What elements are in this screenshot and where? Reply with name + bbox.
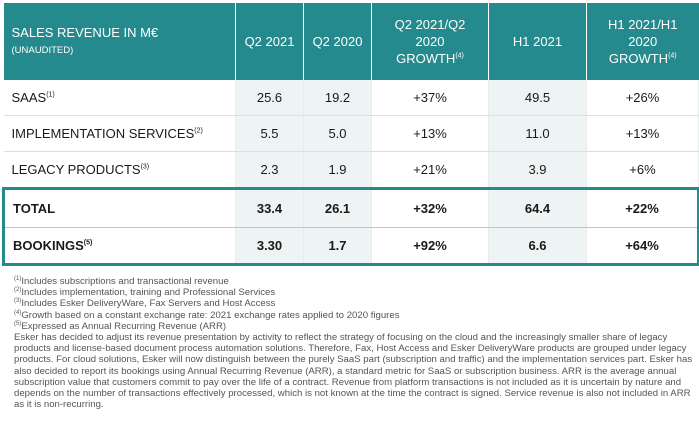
row-label-cell: BOOKINGS(5) <box>2 227 236 266</box>
row-label-cell: IMPLEMENTATION SERVICES(2) <box>3 115 236 152</box>
cell-h1-growth: +64% <box>586 227 699 266</box>
row-note: (3) <box>140 163 150 171</box>
col-header-h1-growth-line3: GROWTH <box>608 51 669 66</box>
cell-q2-2020: 1.9 <box>303 151 372 189</box>
cell-h1-2021: 64.4 <box>488 187 587 228</box>
footnote-mark: (4) <box>14 309 22 316</box>
cell-q2-2020: 5.0 <box>303 115 372 152</box>
cell-h1-growth: +13% <box>586 115 699 152</box>
footnote: (5)Expressed as Annual Recurring Revenue… <box>14 321 694 332</box>
cell-q2-2021: 2.3 <box>235 151 304 189</box>
row-label: SAAS <box>11 90 47 105</box>
table-title: SALES REVENUE IN M€ <box>11 25 159 40</box>
footnote: (4)Growth based on a constant exchange r… <box>14 309 694 321</box>
col-header-q2-growth-line3: GROWTH <box>396 51 456 66</box>
cell-q2-2021: 3.30 <box>235 227 304 266</box>
cell-h1-2021: 3.9 <box>488 151 587 189</box>
cell-q2-growth: +21% <box>371 151 489 189</box>
row-label-cell: LEGACY PRODUCTS(3) <box>3 151 236 189</box>
cell-q2-2021: 33.4 <box>235 187 304 228</box>
cell-q2-2020: 1.7 <box>303 227 372 266</box>
cell-h1-growth: +22% <box>586 187 699 228</box>
cell-q2-2021: 25.6 <box>235 80 304 116</box>
row-label: LEGACY PRODUCTS <box>11 162 141 177</box>
header-title-cell: SALES REVENUE IN M€ (UNAUDITED) <box>3 3 236 80</box>
cell-q2-growth: +13% <box>371 115 489 152</box>
footnote-mark: (1) <box>14 275 22 282</box>
table-row-saas: SAAS(1) 25.6 19.2 +37% 49.5 +26% <box>3 80 699 116</box>
col-header-q2-2021: Q2 2021 <box>235 3 304 80</box>
row-label: TOTAL <box>13 201 56 216</box>
cell-h1-2021: 11.0 <box>488 115 587 152</box>
row-note: (5) <box>83 239 93 247</box>
footnote-text: Growth based on a constant exchange rate… <box>21 309 400 321</box>
row-note: (2) <box>194 127 203 135</box>
col-header-q2-growth: Q2 2021/Q2 2020 GROWTH(4) <box>371 3 489 80</box>
table-row-bookings: BOOKINGS(5) 3.30 1.7 +92% 6.6 +64% <box>2 227 699 266</box>
cell-q2-2020: 19.2 <box>303 80 372 116</box>
cell-q2-2020: 26.1 <box>303 187 372 228</box>
footnote-mark: (5) <box>14 320 22 327</box>
cell-q2-2021: 5.5 <box>235 115 304 152</box>
cell-h1-2021: 49.5 <box>488 80 587 116</box>
table-row-implementation: IMPLEMENTATION SERVICES(2) 5.5 5.0 +13% … <box>3 115 699 152</box>
cell-h1-growth: +26% <box>586 80 699 116</box>
footnote-text: Includes Esker DeliveryWare, Fax Servers… <box>21 298 276 310</box>
col-header-h1-growth-line2: 2020 <box>628 34 658 49</box>
footnotes-block: (1)Includes subscriptions and transactio… <box>14 276 694 410</box>
footnote: (1)Includes subscriptions and transactio… <box>14 276 694 287</box>
footnote-text: Includes implementation, training and Pr… <box>21 287 276 299</box>
cell-q2-growth: +32% <box>371 187 489 228</box>
col-header-q2-growth-note: (4) <box>455 52 464 60</box>
table-row-legacy: LEGACY PRODUCTS(3) 2.3 1.9 +21% 3.9 +6% <box>3 151 699 189</box>
row-label-cell: TOTAL <box>2 187 236 228</box>
row-label-cell: SAAS(1) <box>3 80 236 116</box>
col-header-h1-growth: H1 2021/H1 2020 GROWTH(4) <box>586 3 699 80</box>
cell-h1-2021: 6.6 <box>488 227 587 266</box>
footnote-mark: (3) <box>14 298 22 305</box>
cell-h1-growth: +6% <box>586 151 699 189</box>
col-header-q2-growth-line2: 2020 <box>415 34 445 49</box>
col-header-h1-2021: H1 2021 <box>488 3 587 80</box>
col-header-q2-growth-line1: Q2 2021/Q2 <box>394 17 466 32</box>
col-header-h1-growth-line1: H1 2021/H1 <box>608 17 678 32</box>
footnote: (2)Includes implementation, training and… <box>14 287 694 298</box>
sales-revenue-table: SALES REVENUE IN M€ (UNAUDITED) Q2 2021 … <box>2 3 699 266</box>
table-row-total: TOTAL 33.4 26.1 +32% 64.4 +22% <box>2 187 699 228</box>
table-subtitle: (UNAUDITED) <box>11 45 74 56</box>
col-header-q2-2020: Q2 2020 <box>303 3 372 80</box>
footnote: (3)Includes Esker DeliveryWare, Fax Serv… <box>14 298 694 309</box>
footnote-mark: (2) <box>14 287 22 294</box>
footnote-text: Includes subscriptions and transactional… <box>21 276 229 287</box>
table-header-row: SALES REVENUE IN M€ (UNAUDITED) Q2 2021 … <box>3 3 699 80</box>
row-label: IMPLEMENTATION SERVICES <box>11 126 195 141</box>
cell-q2-growth: +92% <box>371 227 489 266</box>
explanation-paragraph: Esker has decided to adjust its revenue … <box>14 332 693 411</box>
row-note: (1) <box>46 91 55 99</box>
cell-q2-growth: +37% <box>371 80 489 116</box>
row-label: BOOKINGS <box>13 238 84 253</box>
footnote-text: Expressed as Annual Recurring Revenue (A… <box>21 320 227 332</box>
col-header-h1-growth-note: (4) <box>668 52 677 60</box>
